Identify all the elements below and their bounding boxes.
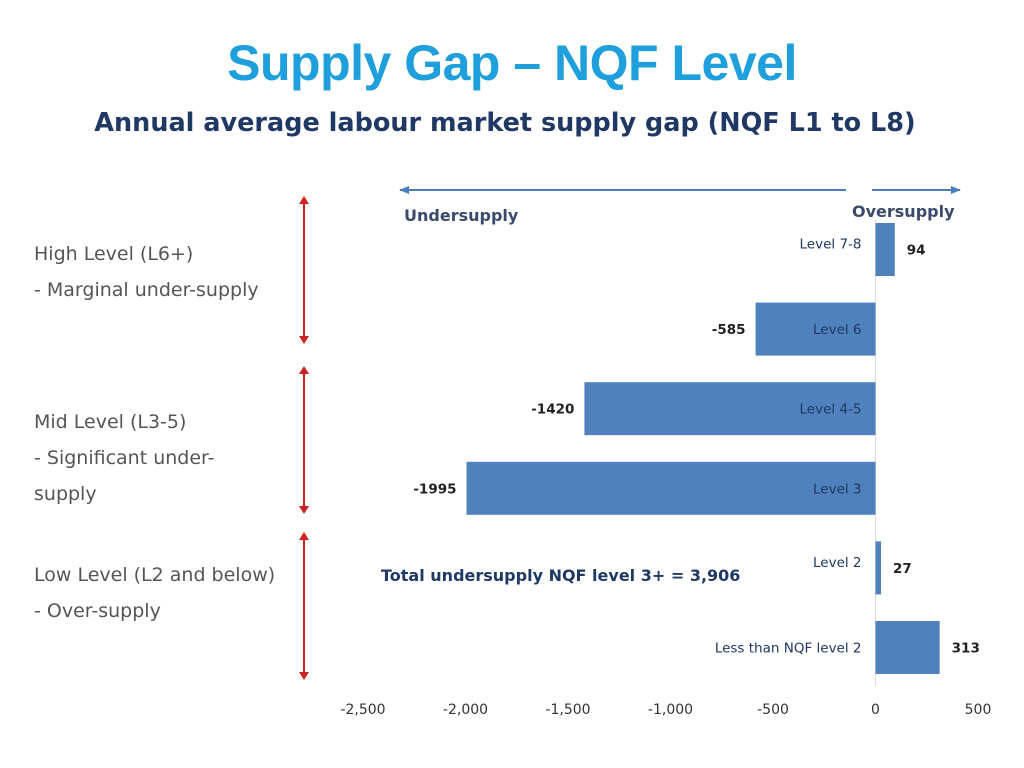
data-label: 313 xyxy=(952,641,980,657)
bar xyxy=(875,541,882,595)
x-tick-label: 0 xyxy=(871,702,880,718)
oversupply-label: Oversupply xyxy=(852,202,955,221)
data-label: -1420 xyxy=(531,402,574,418)
bar xyxy=(584,382,876,436)
side-note-low: Low Level (L2 and below) - Over-supply xyxy=(34,557,275,629)
data-label: 94 xyxy=(907,243,926,259)
x-tick-label: -2,000 xyxy=(443,702,488,718)
x-tick-label: -500 xyxy=(757,702,789,718)
category-label: Level 4-5 xyxy=(800,402,862,418)
category-label: Less than NQF level 2 xyxy=(715,641,862,657)
page-subtitle: Annual average labour market supply gap … xyxy=(94,108,916,138)
side-note-high-line1: High Level (L6+) xyxy=(34,243,194,265)
data-label: -585 xyxy=(712,322,746,338)
data-label: -1995 xyxy=(413,481,456,497)
x-tick-label: 500 xyxy=(965,702,992,718)
side-note-mid-line1: Mid Level (L3-5) xyxy=(34,411,187,433)
side-note-low-line1: Low Level (L2 and below) xyxy=(34,564,276,586)
bar xyxy=(755,302,876,356)
side-note-mid-line3: supply xyxy=(34,483,97,505)
bar xyxy=(875,223,895,276)
data-label: 27 xyxy=(893,561,912,577)
total-undersupply-annotation: Total undersupply NQF level 3+ = 3,906 xyxy=(381,566,740,585)
category-label: Level 6 xyxy=(813,322,862,338)
side-note-mid: Mid Level (L3-5) - Significant under- su… xyxy=(34,404,215,512)
x-tick-label: -2,500 xyxy=(340,702,385,718)
bar xyxy=(875,621,940,674)
side-note-high-line2: - Marginal under-supply xyxy=(34,279,259,301)
side-note-low-line2: - Over-supply xyxy=(34,600,161,622)
page-title: Supply Gap – NQF Level xyxy=(227,35,797,91)
bar xyxy=(466,461,876,515)
category-label: Level 3 xyxy=(813,481,862,497)
x-tick-label: -1,000 xyxy=(648,702,693,718)
side-note-high: High Level (L6+) - Marginal under-supply xyxy=(34,236,259,308)
bars-layer: Level 7-8 94 Level 6 -585 Level 4-5 -1420 Leve… xyxy=(413,220,980,686)
x-axis-ticks: -2,500 -2,000 -1,500 -1,000 -500 0 500 xyxy=(340,702,991,718)
x-tick-label: -1,500 xyxy=(545,702,590,718)
undersupply-label: Undersupply xyxy=(404,206,519,225)
category-label: Level 2 xyxy=(813,555,862,571)
category-label: Level 7-8 xyxy=(800,237,862,253)
side-note-mid-line2: - Significant under- xyxy=(34,447,215,469)
